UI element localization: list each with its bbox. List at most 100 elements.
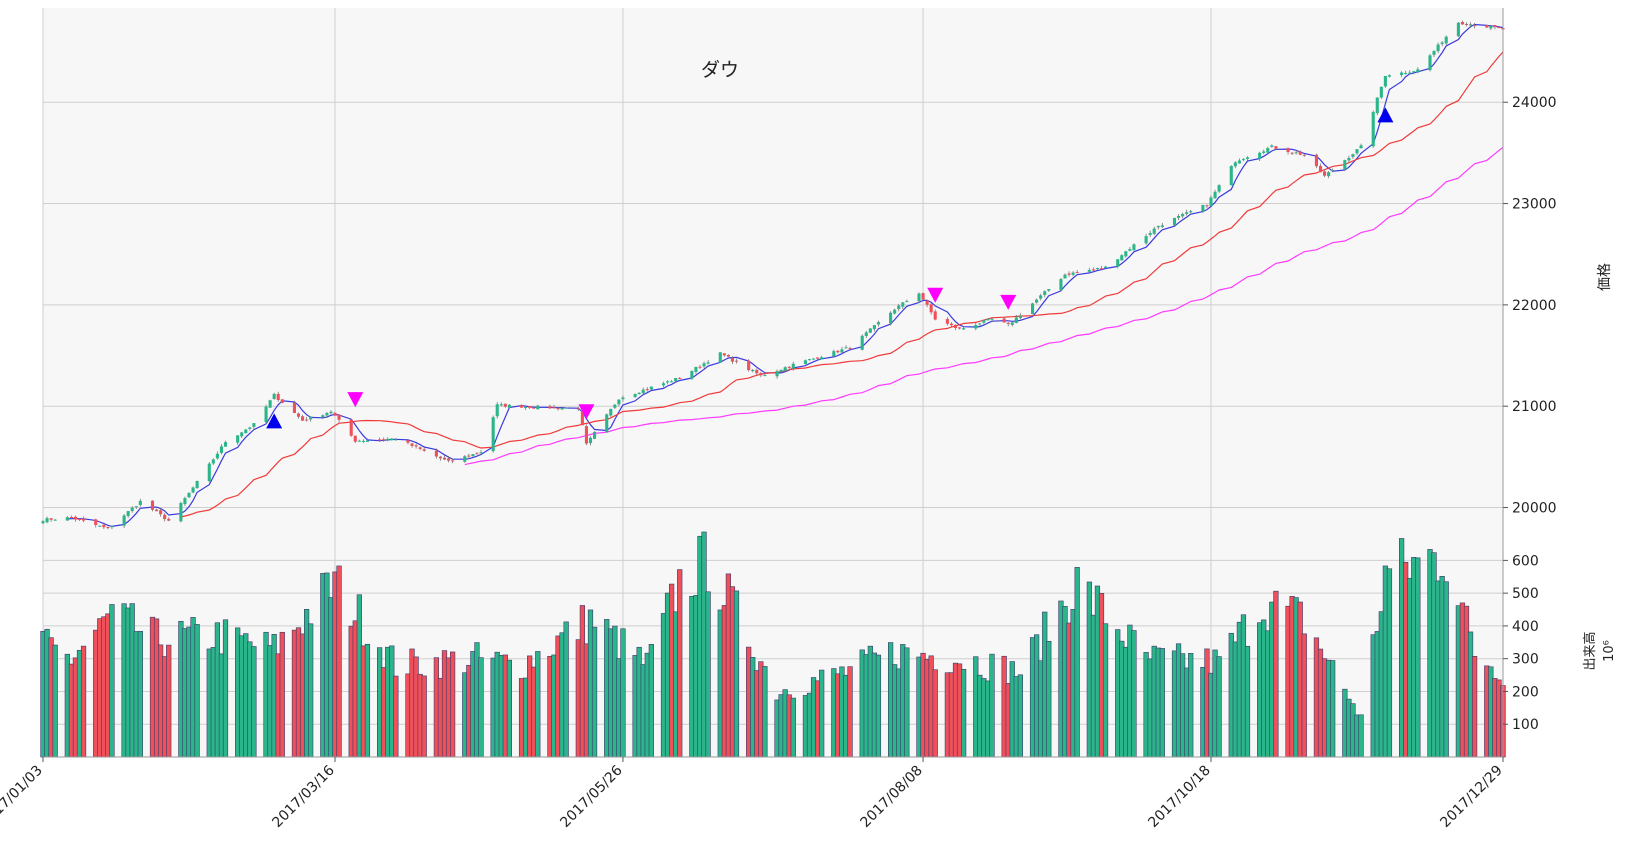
volume-bar <box>677 569 683 758</box>
volume-bar <box>1046 640 1052 758</box>
volume-bar <box>819 669 825 758</box>
volume-bar <box>109 604 115 758</box>
candle-body <box>122 515 126 526</box>
volume-bar <box>1443 581 1449 758</box>
candle-body <box>1010 322 1014 325</box>
volume-bar <box>1358 714 1364 758</box>
candle-body <box>645 389 649 391</box>
candle-body <box>1128 249 1132 251</box>
volume-bar <box>1330 660 1336 758</box>
candle-body <box>670 381 674 383</box>
sell-signal-marker <box>578 404 595 420</box>
candle-body <box>1359 145 1363 149</box>
volume-bar <box>1131 630 1137 758</box>
candle-body <box>211 459 215 464</box>
candle-body <box>1331 169 1335 171</box>
candle-body <box>929 304 933 313</box>
candle-body <box>702 363 706 367</box>
candle-body <box>325 412 329 416</box>
candle-body <box>844 347 848 349</box>
candle-body <box>1375 97 1379 114</box>
volume-tick-label: 500 <box>1512 586 1539 602</box>
volume-bar <box>421 675 427 758</box>
candle-body <box>532 407 536 409</box>
candle-body <box>187 492 191 498</box>
candle-body <box>207 463 211 482</box>
candle-body <box>1099 268 1104 270</box>
candle-body <box>528 406 532 408</box>
candle-body <box>82 518 86 521</box>
candle-body <box>1209 197 1213 206</box>
candle-body <box>1270 145 1274 147</box>
candle-body <box>1059 279 1063 291</box>
candle-body <box>893 309 897 314</box>
price-axis-label: 価格 <box>1597 263 1613 291</box>
candle-body <box>1217 185 1221 192</box>
candle-body <box>1152 228 1156 234</box>
candle-body <box>1469 24 1473 26</box>
candle-body <box>775 371 779 377</box>
candle-body <box>236 435 240 443</box>
candle-body <box>901 302 905 307</box>
candle-body <box>734 360 739 362</box>
candle-body <box>560 407 564 410</box>
candle-body <box>1091 269 1095 271</box>
volume-bar <box>960 669 967 758</box>
candle-body <box>1067 273 1071 275</box>
candle-body <box>321 415 325 418</box>
candle-body <box>41 521 45 524</box>
candle-body <box>503 403 507 407</box>
candle-body <box>479 452 483 454</box>
candle-body <box>1229 166 1233 186</box>
candle-body <box>661 383 666 386</box>
buy-signal-marker <box>266 413 283 429</box>
candle-body <box>1416 69 1420 73</box>
candle-body <box>1371 111 1375 147</box>
candle-body <box>1018 315 1022 319</box>
volume-bar <box>137 630 143 758</box>
candle-body <box>134 506 138 508</box>
candle-body <box>1002 318 1006 323</box>
candle-body <box>1428 55 1432 71</box>
candle-body <box>167 518 171 521</box>
candle-body <box>1460 21 1464 25</box>
candle-body <box>1298 151 1302 155</box>
candle-body <box>791 363 795 369</box>
candle-body <box>361 440 365 442</box>
candle-body <box>1456 22 1460 37</box>
candle-body <box>613 404 617 408</box>
candle-body <box>1379 86 1383 98</box>
candle-body <box>1205 205 1209 207</box>
candle-body <box>816 357 820 359</box>
candle-body <box>787 366 791 368</box>
candle-body <box>718 352 722 363</box>
candle-body <box>840 349 844 353</box>
candle-body <box>1318 166 1323 173</box>
candle-body <box>832 351 836 357</box>
candle-body <box>990 318 994 320</box>
volume-bar <box>52 644 58 758</box>
x-tick-label: 2017/05/26 <box>557 762 625 830</box>
candle-body <box>195 480 199 488</box>
buy-signal-marker <box>1377 107 1394 123</box>
candle-body <box>382 439 386 441</box>
candle-body <box>1351 154 1355 157</box>
candle-body <box>292 402 296 413</box>
volume-axis-unit: 10⁶ <box>1602 640 1617 662</box>
volume-bar <box>932 669 938 758</box>
candle-body <box>406 440 410 443</box>
candle-body <box>868 328 872 333</box>
volume-bar <box>875 654 882 758</box>
candle-body <box>1464 23 1469 25</box>
candle-body <box>495 404 499 417</box>
candle-body <box>1075 272 1079 274</box>
candle-body <box>1274 146 1278 149</box>
candle-body <box>1497 27 1501 29</box>
price-tick-label: 20000 <box>1512 501 1557 517</box>
candle-body <box>905 301 909 303</box>
candle-body <box>1294 152 1298 154</box>
candle-body <box>365 440 369 442</box>
candle-body <box>747 360 751 371</box>
